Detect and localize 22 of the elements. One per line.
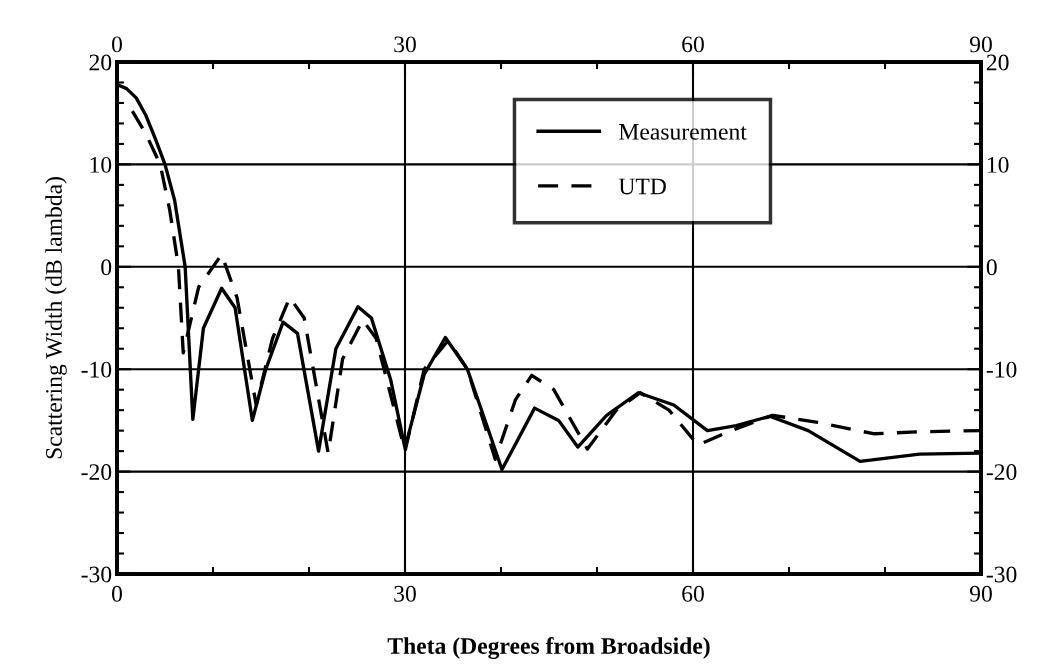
y-tick-label: -30 <box>81 566 112 583</box>
y2-tick-label: -30 <box>986 566 1017 583</box>
y2-tick-label: 0 <box>986 259 997 276</box>
x2-tick-label: 30 <box>394 585 416 602</box>
x2-tick-label: 90 <box>969 585 992 602</box>
y-tick-label: -10 <box>81 361 112 378</box>
legend-label: Measurement <box>619 124 747 140</box>
y-tick-label: 20 <box>89 54 112 71</box>
x-tick-label: 60 <box>682 36 704 53</box>
x-tick-label: 90 <box>969 36 992 53</box>
y-axis-title: Scattering Width (dB lambda) <box>45 177 67 459</box>
y2-tick-label: 20 <box>986 54 1009 71</box>
x-tick-label: 30 <box>394 36 416 53</box>
legend-label: UTD <box>618 178 666 195</box>
y-tick-label: -20 <box>81 464 112 481</box>
x-axis-title: Theta (Degrees from Broadside) <box>387 637 710 659</box>
y-tick-label: 0 <box>101 259 112 276</box>
y2-tick-label: -10 <box>986 361 1017 378</box>
y2-tick-label: -20 <box>986 464 1017 481</box>
y2-tick-label: 10 <box>987 156 1009 173</box>
y-tick-label: 10 <box>90 156 112 173</box>
x2-tick-label: 60 <box>682 585 704 602</box>
